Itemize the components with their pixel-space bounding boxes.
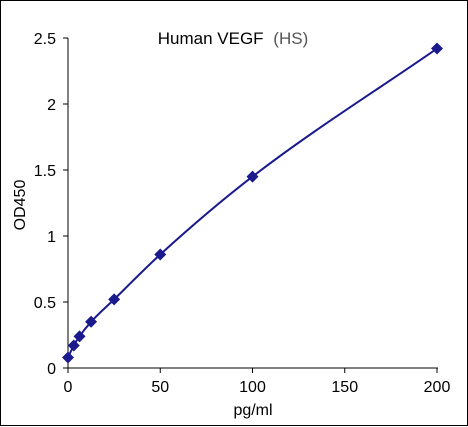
y-tick-label: 2.5 [34, 31, 56, 48]
y-tick-label: 0 [47, 361, 56, 378]
data-point [431, 42, 443, 55]
data-point [154, 248, 167, 261]
data-point [85, 315, 98, 328]
chart-title-main: Human VEGF [158, 29, 264, 48]
data-point [246, 170, 259, 183]
data-point [67, 339, 80, 352]
y-tick-label: 0.5 [34, 295, 56, 312]
data-point [62, 351, 74, 364]
y-axis-label: OD450 [12, 180, 29, 231]
data-point [73, 330, 86, 343]
x-axis-label: pg/ml [233, 402, 272, 419]
y-tick-label: 1 [47, 229, 56, 246]
x-tick-label: 200 [424, 379, 451, 396]
y-tick-label: 2 [47, 97, 56, 114]
chart-title: Human VEGF (HS) [158, 29, 309, 48]
data-point [108, 293, 121, 306]
ticks: 0 50 100 150 200 0 0.5 1 1.5 2 2.5 [34, 31, 451, 396]
data-points [62, 42, 443, 364]
y-tick-label: 1.5 [34, 163, 56, 180]
x-tick-label: 50 [151, 379, 169, 396]
axes [67, 38, 438, 369]
chart-title-suffix: (HS) [273, 29, 308, 48]
fit-curve [67, 47, 438, 358]
x-tick-label: 100 [239, 379, 266, 396]
x-tick-label: 0 [64, 379, 73, 396]
x-tick-label: 150 [331, 379, 358, 396]
